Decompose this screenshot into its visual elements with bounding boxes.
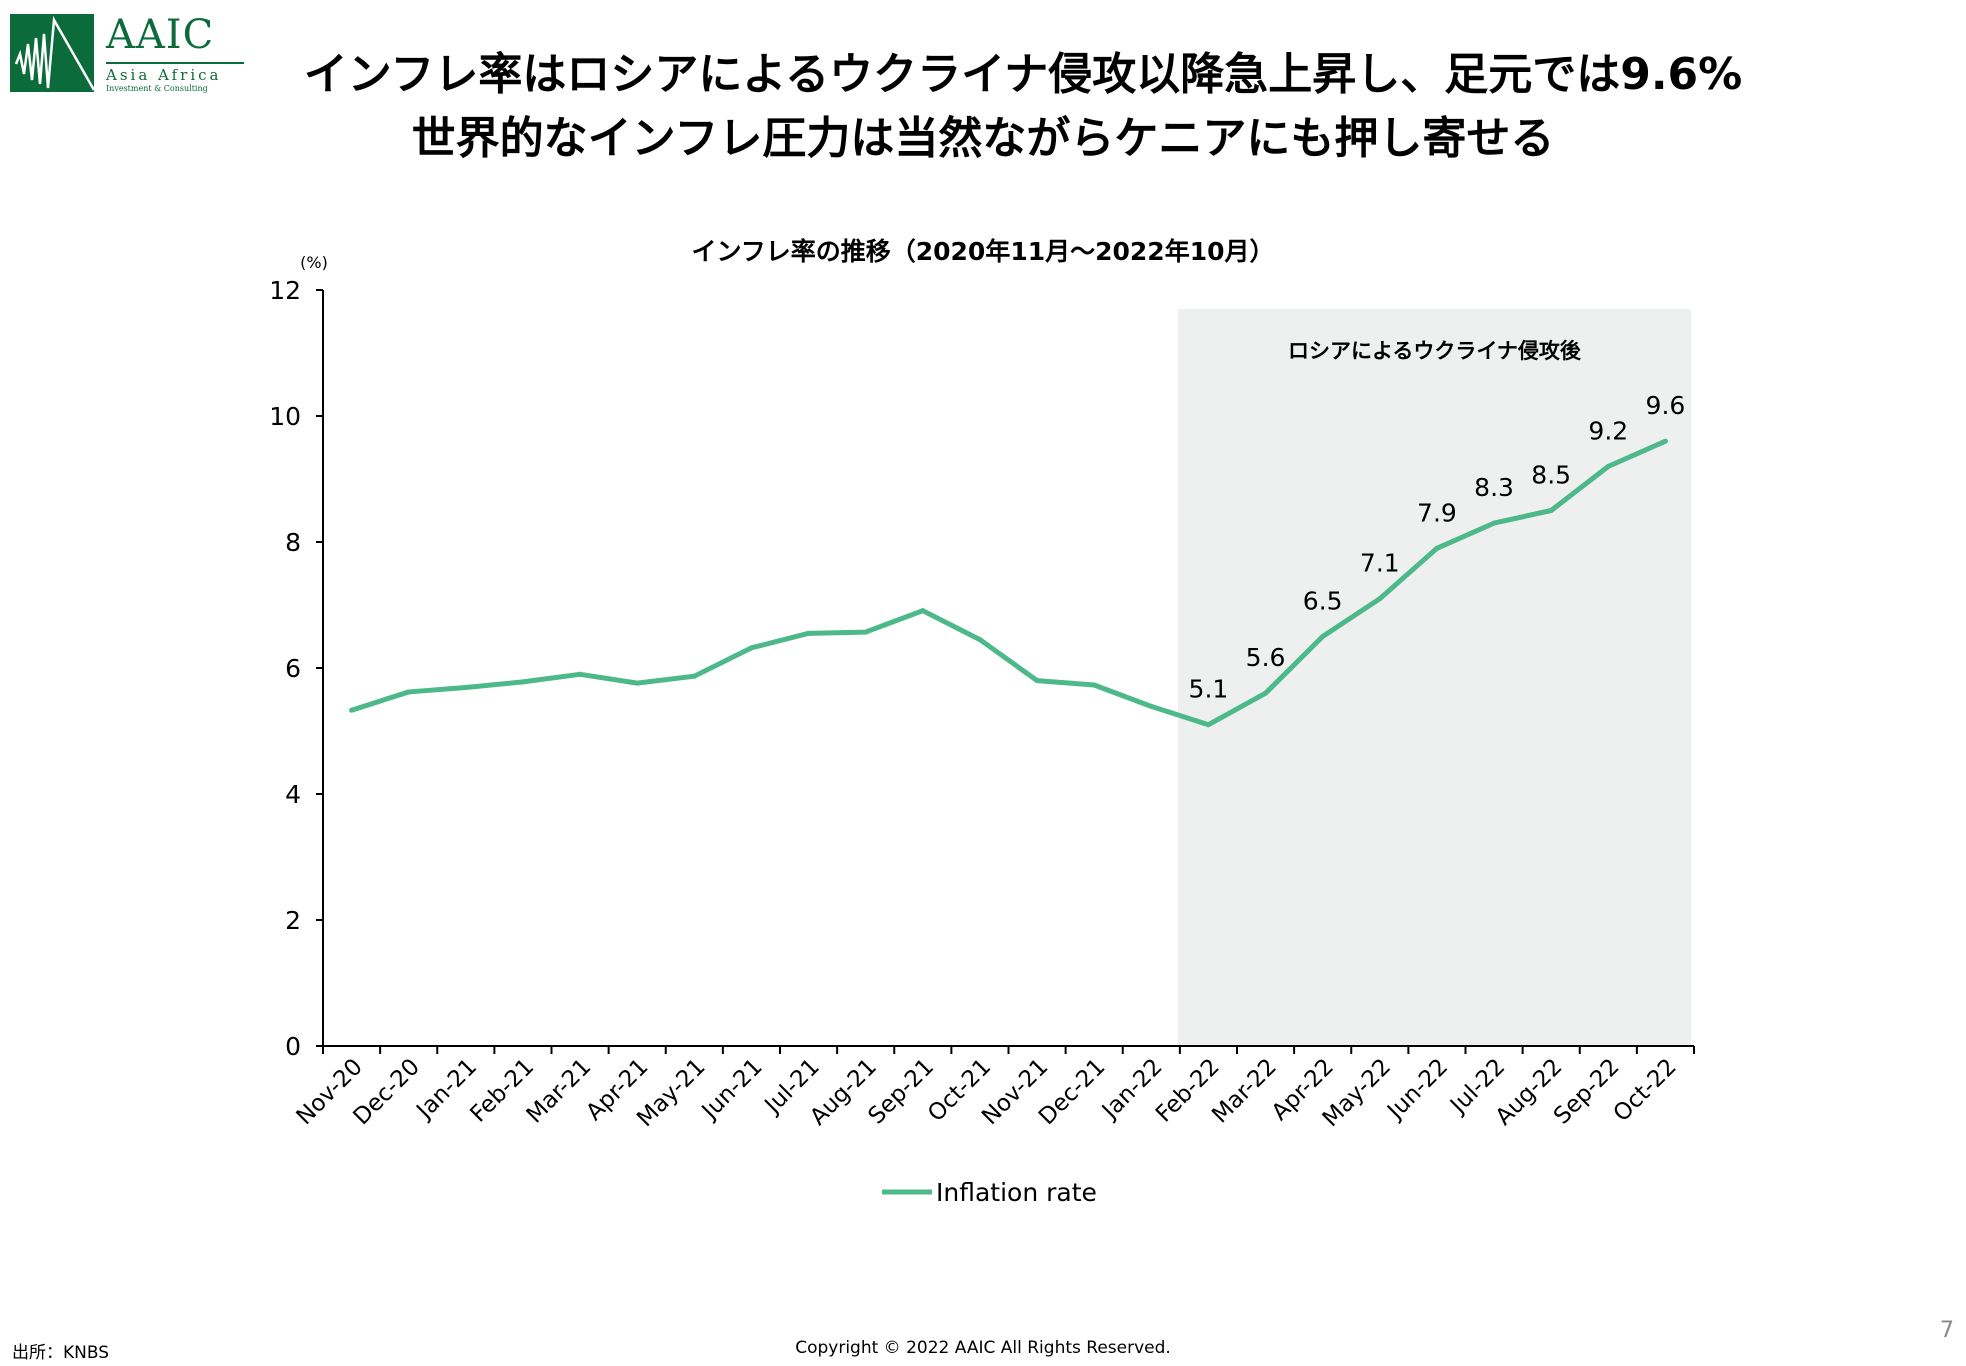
data-label: 6.5 <box>1303 587 1343 616</box>
data-label: 7.1 <box>1360 549 1400 578</box>
data-point <box>1377 596 1383 602</box>
logo-wave-icon <box>10 14 96 92</box>
data-label: 8.5 <box>1531 461 1571 490</box>
page-title-line1: インフレ率はロシアによるウクライナ侵攻以降急上昇し、足元では9.6% <box>303 49 1743 100</box>
data-point <box>634 680 640 686</box>
data-label: 9.6 <box>1646 391 1686 420</box>
page-number: 7 <box>1940 1318 1954 1343</box>
y-tick-label: 12 <box>269 276 301 305</box>
data-point <box>577 671 583 677</box>
x-tick-label: Jun-22 <box>1381 1054 1453 1126</box>
data-point <box>691 673 697 679</box>
y-tick-label: 10 <box>269 402 301 431</box>
data-point <box>406 689 412 695</box>
data-point <box>1205 722 1211 728</box>
data-point <box>1434 545 1440 551</box>
shaded-region-label: ロシアによるウクライナ侵攻後 <box>1288 339 1582 363</box>
shaded-region <box>1177 309 1691 1046</box>
data-label: 7.9 <box>1417 498 1457 527</box>
data-point <box>1605 463 1611 469</box>
x-tick-label: Mar-21 <box>522 1054 597 1129</box>
data-point <box>1491 520 1497 526</box>
y-tick-label: 4 <box>285 780 301 809</box>
x-tick-label: Oct-22 <box>1609 1054 1682 1127</box>
chart-title: インフレ率の推移（2020年11月～2022年10月） <box>692 237 1275 266</box>
x-tick-label: Mar-22 <box>1207 1054 1282 1129</box>
y-axis-unit: (%) <box>300 253 328 272</box>
y-tick-label: 6 <box>285 654 301 683</box>
logo-brand: AAIC <box>106 12 215 58</box>
series-line-inflation-rate <box>350 438 1667 728</box>
data-label: 9.2 <box>1588 416 1628 445</box>
data-point <box>748 645 754 651</box>
legend-label: Inflation rate <box>936 1178 1097 1207</box>
y-tick-label: 0 <box>285 1032 301 1061</box>
page-title-line2: 世界的なインフレ圧力は当然ながらケニアにも押し寄せる <box>411 113 1555 164</box>
data-point <box>977 637 983 643</box>
data-label: 5.1 <box>1189 675 1229 704</box>
y-tick-label: 2 <box>285 906 301 935</box>
data-point <box>1091 682 1097 688</box>
source-note: 出所：KNBS <box>12 1343 110 1363</box>
data-point <box>806 630 812 636</box>
data-point <box>520 679 526 685</box>
data-point <box>920 608 926 614</box>
aaic-logo: AAIC Asia Africa Investment & Consulting <box>10 12 250 94</box>
data-point <box>463 685 469 691</box>
data-point <box>1148 703 1154 709</box>
data-point <box>1662 438 1668 444</box>
data-label: 8.3 <box>1474 473 1514 502</box>
data-point <box>349 707 355 713</box>
data-point <box>863 629 869 635</box>
data-point <box>1034 678 1040 684</box>
data-point <box>1320 634 1326 639</box>
copyright: Copyright © 2022 AAIC All Rights Reserve… <box>795 1338 1171 1358</box>
logo-divider <box>106 62 244 64</box>
data-point <box>1263 690 1269 696</box>
x-tick-label: Jun-21 <box>696 1054 768 1126</box>
data-label: 5.6 <box>1246 643 1286 672</box>
data-point <box>1548 508 1554 513</box>
y-tick-label: 8 <box>285 528 301 557</box>
logo-line2: Investment & Consulting <box>106 84 208 93</box>
logo-line1: Asia Africa <box>106 66 222 84</box>
